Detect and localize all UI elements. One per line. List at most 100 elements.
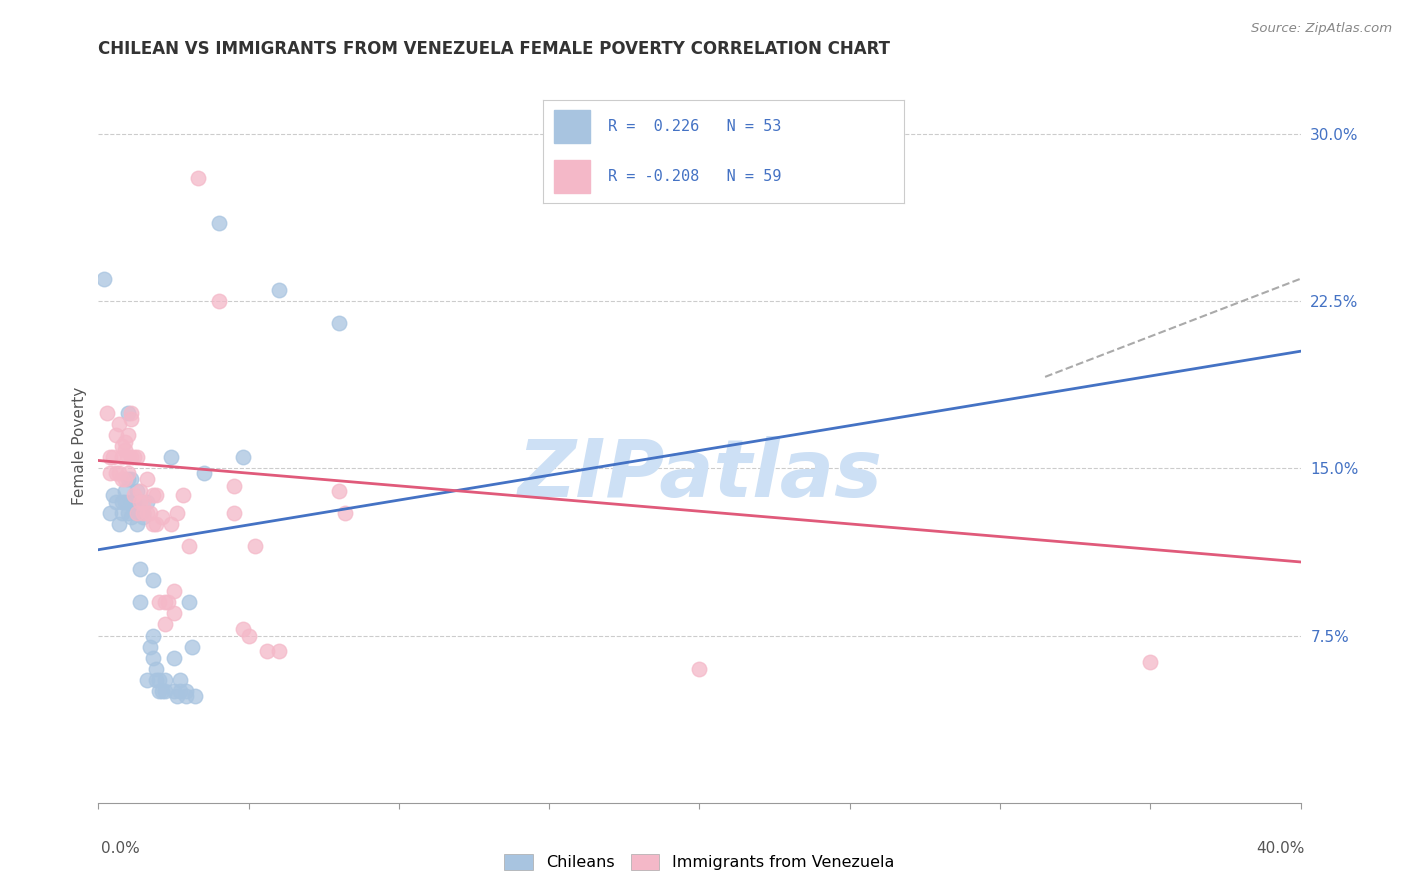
Point [145,517,167,532]
Point [150,510,173,524]
Point [169,673,191,687]
Point [129,494,152,508]
Point [124,494,146,508]
Point [135,494,157,508]
Point [177,539,200,553]
Point [193,466,215,480]
Point [93,271,115,285]
Point [145,673,167,687]
Point [117,427,139,442]
Point [141,488,163,502]
Point [96,405,118,420]
Point [162,607,184,621]
Point [162,684,184,698]
Point [124,450,146,465]
Point [127,483,149,498]
Point [333,506,356,520]
Point [132,506,155,520]
Point [132,494,155,508]
Point [232,622,254,636]
Point [232,450,254,465]
Point [174,689,197,703]
Point [127,506,149,520]
Point [169,684,191,698]
Point [243,539,266,553]
Point [114,434,136,449]
Point [689,662,711,676]
Point [117,506,139,520]
Point [145,662,167,676]
Point [187,171,209,186]
Point [121,494,143,508]
Point [117,473,139,487]
Text: CHILEAN VS IMMIGRANTS FROM VENEZUELA FEMALE POVERTY CORRELATION CHART: CHILEAN VS IMMIGRANTS FROM VENEZUELA FEM… [98,40,890,58]
Point [135,673,157,687]
Point [117,466,139,480]
Point [148,673,170,687]
Legend: Chileans, Immigrants from Venezuela: Chileans, Immigrants from Venezuela [498,847,901,877]
Point [135,506,157,520]
Point [162,583,184,598]
Point [111,450,134,465]
Point [208,216,231,230]
Point [127,450,149,465]
Point [156,595,179,609]
Point [105,494,128,508]
Point [121,412,143,426]
Point [121,405,143,420]
Point [141,573,163,587]
Point [153,684,176,698]
Point [256,644,278,658]
Point [328,317,350,331]
Point [121,473,143,487]
Point [124,488,146,502]
Point [150,684,173,698]
Point [153,673,176,687]
Point [129,483,152,498]
Point [129,562,152,576]
Text: Source: ZipAtlas.com: Source: ZipAtlas.com [1251,22,1392,36]
Point [1139,655,1161,669]
Point [132,506,155,520]
Point [222,506,245,520]
Point [180,640,202,654]
Point [108,417,131,431]
Point [148,684,170,698]
Point [111,439,134,453]
Point [108,466,131,480]
Point [222,479,245,493]
Point [267,283,290,297]
Point [159,517,181,532]
Point [111,494,134,508]
Point [117,450,139,465]
Point [153,595,176,609]
Text: 0.0%: 0.0% [101,841,141,856]
Point [103,450,125,465]
Point [135,473,157,487]
Point [166,506,188,520]
Point [114,443,136,458]
Point [172,488,194,502]
Point [129,595,152,609]
Point [166,689,188,703]
Point [105,466,128,480]
Text: 40.0%: 40.0% [1257,841,1305,856]
Point [100,450,122,465]
Point [121,510,143,524]
Point [162,651,184,665]
Point [148,595,170,609]
Point [238,628,260,642]
Point [127,506,149,520]
Point [141,628,163,642]
Point [111,506,134,520]
Point [141,651,163,665]
Point [100,506,122,520]
Y-axis label: Female Poverty: Female Poverty [72,387,87,505]
Text: ZIPatlas: ZIPatlas [517,435,882,514]
Point [117,405,139,420]
Point [121,450,143,465]
Point [183,689,205,703]
Point [114,483,136,498]
Point [105,427,128,442]
Point [114,473,136,487]
